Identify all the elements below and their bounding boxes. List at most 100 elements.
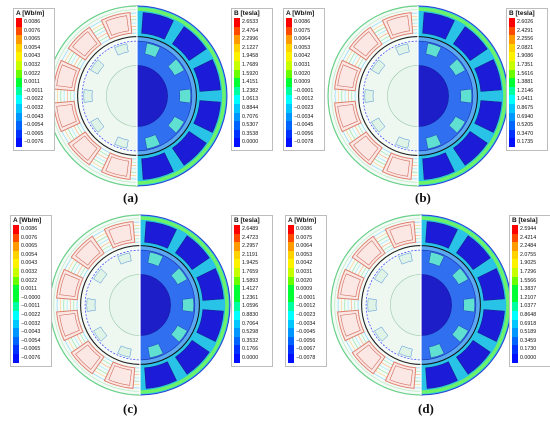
legend-tick-label: −0.0043 (24, 113, 44, 120)
legend-swatch (234, 43, 240, 53)
rotor-tooth (451, 325, 469, 343)
legend-swatch (286, 35, 292, 45)
stator-slot (337, 309, 365, 342)
flux-legend-title: A [Wb/m] (288, 217, 317, 224)
rotor-tooth (425, 42, 442, 58)
rotor-slot (114, 43, 129, 56)
rotor-tooth (170, 325, 188, 343)
b-legend-body: 2.6489 2.4723 2.2957 2.1191 1.9425 1.7659 1.58… (232, 225, 272, 366)
legend-swatch (13, 250, 19, 260)
legend-swatch (234, 26, 240, 36)
legend-swatch (286, 26, 292, 36)
legend-tick-label: 0.0075 (294, 27, 311, 34)
stator-slot (474, 59, 502, 92)
coil-outline (105, 156, 129, 177)
b-legend-body: 2.6533 2.4764 2.2996 2.1227 1.9458 1.7689 1.59… (232, 18, 272, 150)
legend-tick-label: 0.0042 (296, 260, 313, 267)
legend-tick-label: 1.7296 (520, 269, 537, 275)
coil-outline (386, 156, 410, 177)
rotor-tooth (147, 251, 164, 267)
legend-tick-label: −0.0022 (21, 312, 41, 318)
yoke-high-field (137, 7, 226, 185)
flux-line (337, 221, 421, 389)
coil-outline (356, 344, 382, 370)
legend-swatch (512, 259, 518, 269)
flux-density-half (137, 5, 228, 187)
legend-tick-label: 2.2996 (242, 36, 259, 43)
legend-tick-label: 0.0011 (24, 79, 40, 86)
stator-slot (422, 12, 455, 40)
stator-slot (381, 12, 414, 40)
legend-swatch (16, 138, 22, 148)
legend-tick-label: −0.0034 (294, 113, 314, 120)
legend-swatch (512, 276, 518, 286)
stator-slot (171, 130, 207, 166)
legend-swatch (509, 35, 515, 45)
legend-swatch (234, 250, 240, 260)
legend-tick-label: 0.8830 (242, 312, 259, 318)
legend-swatch (288, 328, 294, 338)
legend-tick-label: 0.0086 (24, 19, 41, 25)
flux-line-half (49, 214, 140, 396)
flux-line-half (330, 214, 421, 396)
legend-swatch (234, 61, 240, 70)
stator-slot (144, 221, 177, 249)
legend-tick-label: −0.0022 (24, 96, 44, 103)
flux-legend-body: 0.0086 0.0076 0.0065 0.0054 0.0043 0.0032 0.00… (11, 225, 51, 366)
legend-swatch (286, 112, 292, 122)
flux-legend-a: A [Wb/m] 0.0086 0.0076 0.0065 0.0054 0.0043 0… (13, 8, 55, 151)
legend-tick-label: 0.0022 (24, 70, 41, 77)
stator-slot (477, 268, 505, 301)
legend-swatch (234, 129, 240, 139)
legend-tick-label: 0.6940 (517, 113, 534, 120)
legend-swatch (16, 112, 22, 122)
stator-slot (174, 339, 210, 375)
legend-tick-label: 1.9086 (517, 53, 534, 60)
shaft (106, 65, 137, 127)
legend-swatch (13, 259, 19, 269)
flux-line (334, 218, 421, 392)
legend-swatch (288, 233, 294, 243)
legend-tick-label: 1.0377 (520, 303, 537, 310)
legend-tick-label: 0.3459 (520, 337, 537, 344)
legend-swatch (288, 242, 294, 252)
flux-legend-title: A [Wb/m] (13, 217, 42, 224)
legend-tick-label: 1.7351 (517, 62, 534, 68)
legend-tick-label: 0.1766 (242, 346, 259, 353)
motor-cross-section-c (49, 214, 231, 396)
stator-slot (348, 131, 383, 166)
legend-tick-label: 0.8675 (517, 105, 534, 111)
legend-swatch (509, 86, 515, 96)
legend-swatch (286, 43, 292, 53)
legend-swatch (13, 311, 19, 320)
shaft (387, 65, 418, 127)
legend-swatch (13, 293, 19, 303)
flux-line (344, 22, 418, 170)
legend-swatch (286, 18, 292, 27)
legend-swatch (512, 242, 518, 252)
legend-swatch (286, 61, 292, 70)
legend-tick-label: 0.5189 (520, 329, 537, 336)
legend-swatch (288, 354, 294, 363)
legend-swatch (286, 104, 292, 113)
legend-tick-label: 0.0032 (21, 269, 38, 275)
stator-slot (53, 100, 81, 133)
flux-line (354, 32, 418, 160)
legend-tick-label: −0.0011 (24, 87, 43, 94)
legend-tick-label: 2.4291 (517, 27, 534, 34)
legend-tick-label: 1.9425 (242, 260, 259, 267)
legend-tick-label: 0.7064 (242, 320, 259, 327)
stator-slot (348, 26, 383, 61)
legend-swatch (234, 259, 240, 269)
legend-swatch (286, 78, 292, 88)
stator-slot (196, 309, 224, 342)
legend-swatch (286, 129, 292, 139)
legend-tick-label: −0.0045 (294, 122, 314, 129)
legend-tick-label: 0.8648 (520, 312, 537, 318)
legend-tick-label: 1.3837 (520, 286, 537, 293)
legend-swatch (288, 302, 294, 312)
rotor-slot (398, 345, 413, 358)
legend-swatch (234, 35, 240, 45)
panel-c: A [Wb/m] 0.0086 0.0076 0.0065 0.0054 0.0043 0… (0, 211, 275, 422)
legend-swatch (234, 225, 240, 234)
